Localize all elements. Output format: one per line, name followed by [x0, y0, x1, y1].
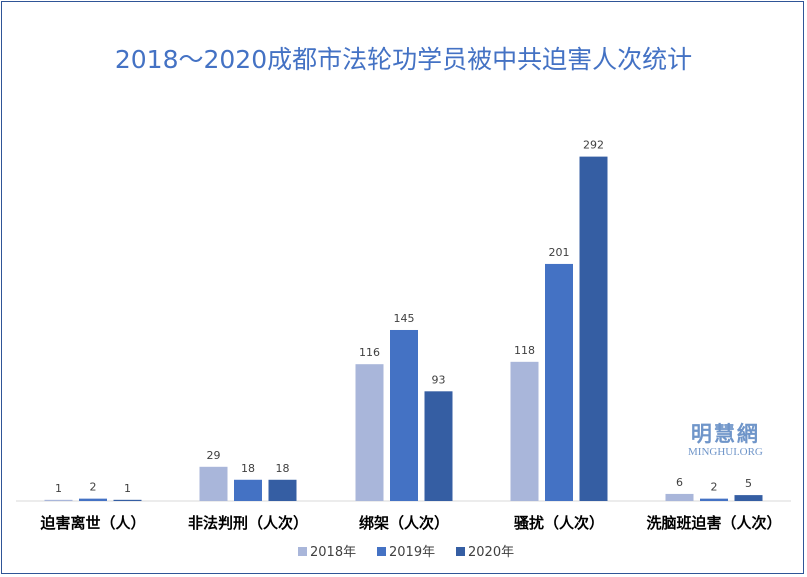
bar	[579, 156, 608, 502]
chart-title: 2018～2020成都市法轮功学员被中共迫害人次统计	[114, 45, 693, 74]
bar	[268, 479, 297, 501]
data-label: 6	[676, 476, 683, 489]
bar	[234, 479, 262, 501]
category-label: 骚扰（人次）	[514, 514, 604, 532]
bar	[700, 498, 728, 501]
bar	[390, 329, 418, 501]
watermark-cn: 明慧網	[690, 422, 760, 446]
bar	[510, 361, 539, 501]
legend-label: 2019年	[389, 545, 435, 560]
data-label: 1	[55, 482, 62, 495]
bar	[734, 495, 763, 501]
bar	[665, 493, 694, 501]
bar	[355, 364, 384, 501]
category-label: 绑架（人次）	[359, 514, 449, 532]
data-label: 1	[124, 482, 131, 495]
legend-swatch	[377, 547, 386, 556]
minghui-watermark: 明慧網 MINGHUI.ORG	[688, 418, 763, 458]
data-label: 29	[207, 449, 221, 462]
watermark-en: MINGHUI.ORG	[688, 446, 763, 458]
bar	[79, 498, 107, 501]
data-label: 118	[514, 344, 535, 357]
data-label: 145	[394, 312, 415, 325]
data-label: 2	[90, 481, 97, 494]
legend-swatch	[456, 547, 465, 556]
data-label: 2	[711, 481, 718, 494]
data-label: 201	[549, 246, 570, 259]
legend-swatch	[298, 547, 307, 556]
data-label: 93	[432, 373, 446, 386]
category-label: 迫害离世（人）	[40, 514, 145, 532]
bar	[199, 466, 228, 501]
bar	[44, 499, 73, 501]
bar	[113, 499, 142, 501]
data-label: 292	[583, 139, 604, 152]
bar	[424, 391, 453, 501]
legend-label: 2018年	[310, 545, 356, 560]
legend-label: 2020年	[468, 545, 514, 560]
category-label: 非法判刑（人次）	[188, 514, 308, 532]
bar	[545, 263, 573, 501]
data-label: 116	[359, 346, 380, 359]
category-label: 洗脑班迫害（人次）	[646, 514, 781, 532]
data-label: 5	[745, 477, 752, 490]
data-label: 18	[241, 462, 255, 475]
data-label: 18	[276, 462, 290, 475]
